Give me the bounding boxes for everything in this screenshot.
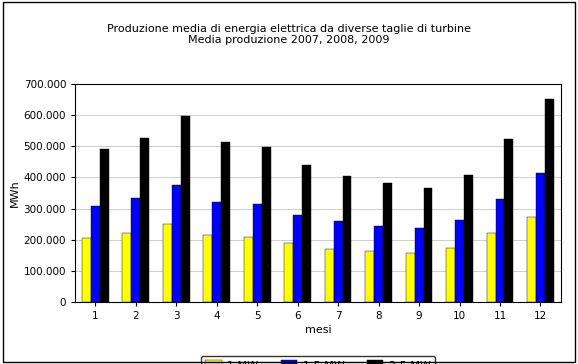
Bar (244, 237, 253, 302)
Bar (455, 220, 464, 302)
Bar (181, 116, 190, 302)
Bar (325, 249, 334, 302)
Bar (383, 183, 392, 302)
Bar (334, 221, 343, 302)
Bar (91, 206, 100, 302)
Text: Produzione media di energia elettrica da diverse taglie di turbine
Media produzi: Produzione media di energia elettrica da… (107, 24, 471, 45)
Bar (253, 205, 262, 302)
Bar (414, 228, 424, 302)
Y-axis label: MWh: MWh (9, 179, 20, 207)
Bar (495, 199, 505, 302)
Bar (131, 198, 140, 302)
Bar (284, 243, 293, 302)
Bar (406, 253, 414, 302)
Bar (221, 142, 230, 302)
Bar (374, 226, 383, 302)
Bar (464, 175, 473, 302)
Bar (203, 235, 212, 302)
Bar (505, 139, 513, 302)
Legend: 1 MW, 1.5 MW, 2.5 MW: 1 MW, 1.5 MW, 2.5 MW (201, 356, 435, 364)
Bar (545, 99, 554, 302)
Bar (536, 173, 545, 302)
Bar (100, 149, 109, 302)
X-axis label: mesi: mesi (305, 325, 331, 335)
Bar (82, 238, 91, 302)
Bar (262, 147, 271, 302)
Bar (302, 166, 311, 302)
Bar (212, 202, 221, 302)
Bar (527, 217, 536, 302)
Bar (140, 138, 149, 302)
Bar (293, 215, 302, 302)
Bar (446, 249, 455, 302)
Bar (424, 188, 432, 302)
Bar (163, 224, 172, 302)
Bar (487, 233, 495, 302)
Bar (343, 177, 351, 302)
Bar (172, 185, 181, 302)
Bar (365, 251, 374, 302)
Bar (123, 233, 131, 302)
